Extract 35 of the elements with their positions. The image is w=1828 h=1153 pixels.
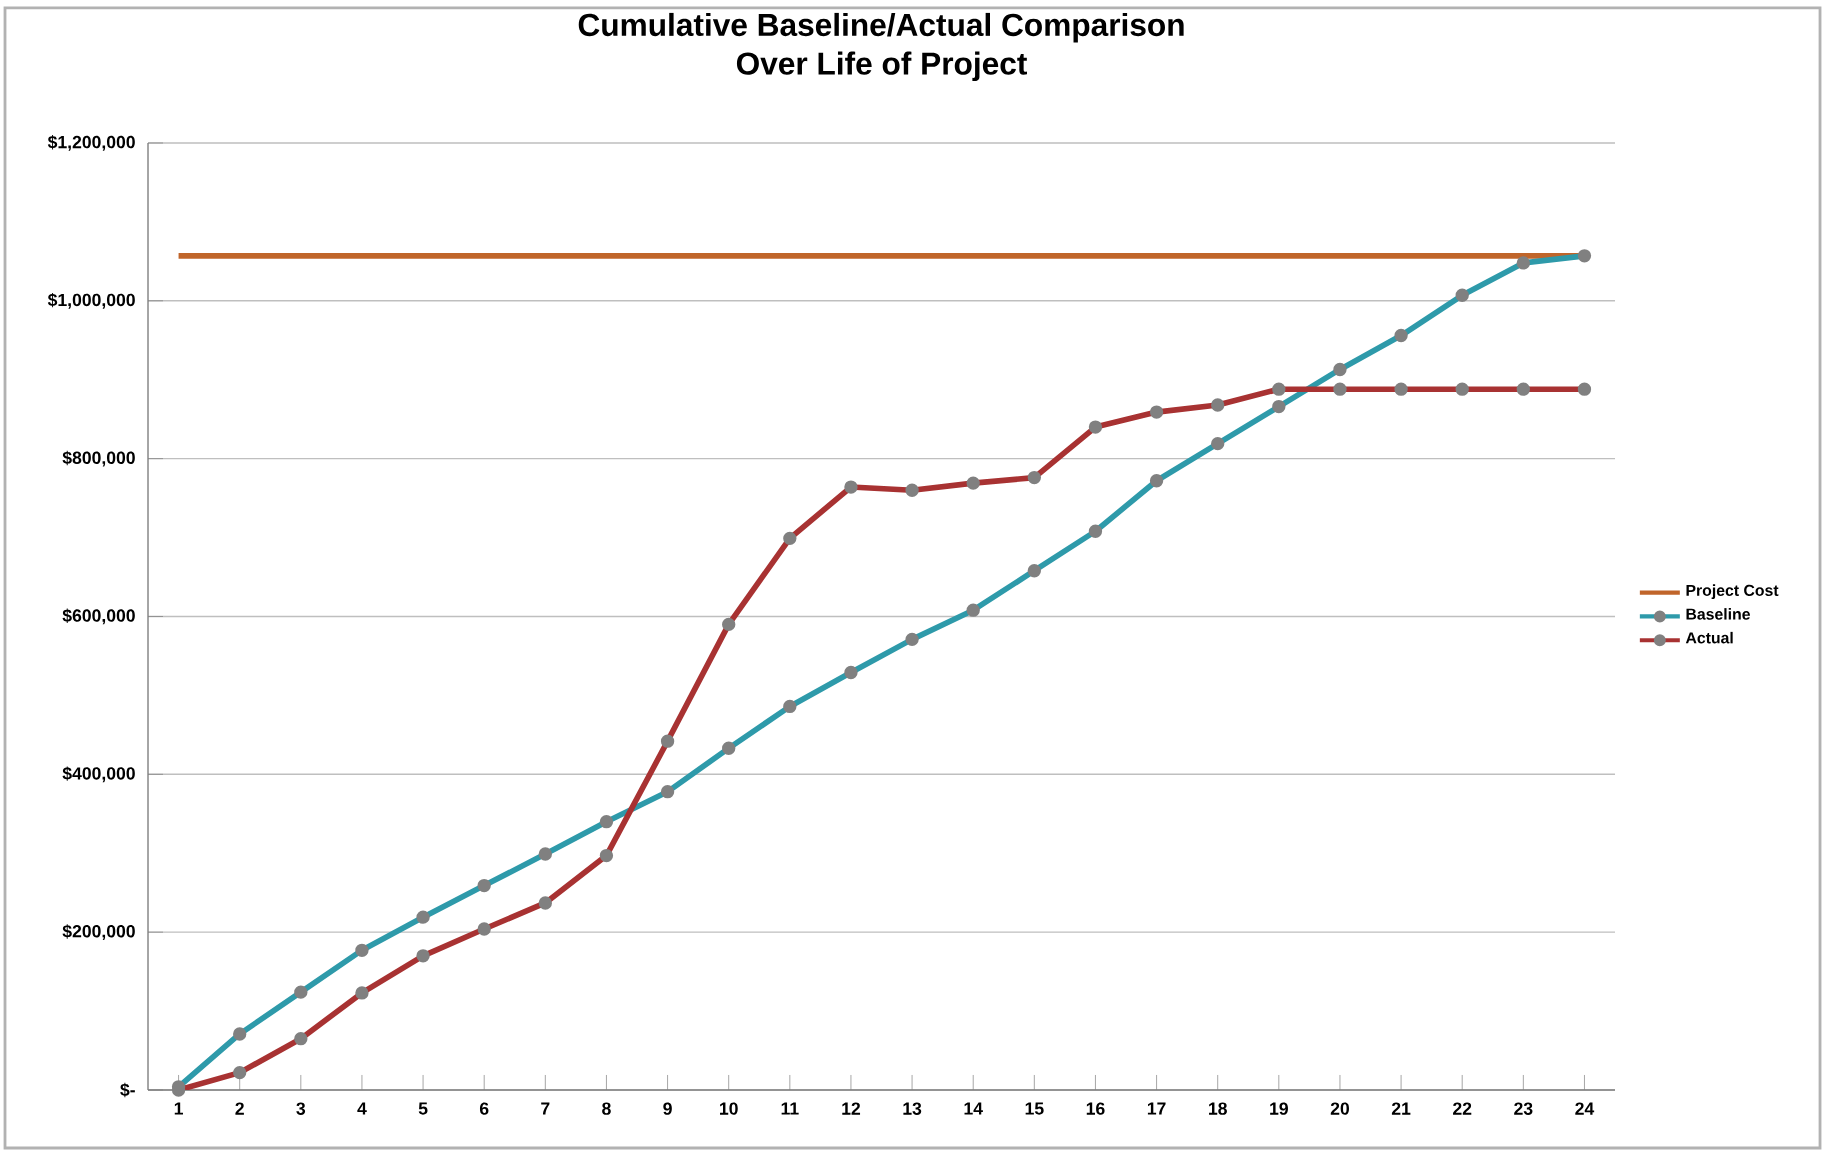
x-tick-label: 19 [1270, 1102, 1288, 1115]
x-tick-label: 12 [842, 1102, 861, 1115]
x-tick-label: 21 [1391, 1102, 1411, 1115]
x-tick-label: 15 [1025, 1102, 1044, 1115]
x-tick-label: 2 [235, 1102, 244, 1115]
x-tick-label: 11 [781, 1102, 799, 1115]
x-tick-label: 10 [720, 1102, 738, 1115]
x-tick-label: 9 [663, 1102, 672, 1115]
y-tick-label: $800,000 [62, 450, 135, 467]
chart-title: Cumulative Baseline/Actual Comparison Over Life of Project [578, 12, 1184, 82]
x-tick-label: 17 [1147, 1102, 1166, 1115]
x-tick-label: 23 [1514, 1102, 1533, 1115]
x-tick-label: 6 [479, 1102, 489, 1115]
x-tick-label: 16 [1086, 1102, 1105, 1115]
legend-label: Project Cost [1686, 584, 1779, 600]
x-tick-label: 3 [296, 1102, 306, 1115]
x-tick-label: 22 [1453, 1102, 1472, 1115]
y-tick-label: $1,000,000 [47, 292, 135, 309]
legend-label: Baseline [1686, 608, 1750, 620]
x-tick-label: 20 [1330, 1102, 1349, 1115]
y-tick-label: $200,000 [62, 924, 135, 941]
x-tick-label: 8 [602, 1102, 611, 1115]
x-tick-label: 13 [903, 1102, 922, 1115]
y-tick-label: $400,000 [62, 766, 135, 783]
x-tick-label: 18 [1209, 1102, 1227, 1115]
x-tick-label: 4 [357, 1102, 367, 1115]
x-tick-label: 24 [1575, 1102, 1595, 1115]
y-tick-label: $600,000 [62, 608, 135, 625]
x-tick-label: 1 [174, 1102, 183, 1115]
x-tick-label: 5 [418, 1102, 428, 1115]
y-tick-label: $- [120, 1082, 135, 1098]
legend-label: Actual [1685, 631, 1733, 644]
x-tick-label: 7 [541, 1102, 550, 1115]
y-tick-label: $1,200,000 [47, 135, 135, 151]
x-tick-label: 14 [964, 1102, 983, 1115]
